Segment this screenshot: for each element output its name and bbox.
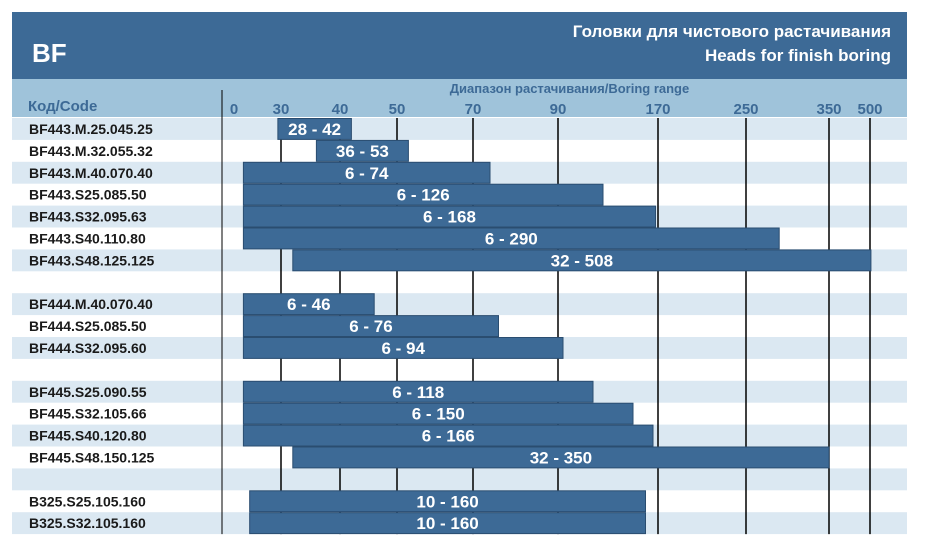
product-code: BF444.S25.085.50 <box>29 318 147 334</box>
range-label: 6 - 46 <box>287 295 330 314</box>
product-code: BF443.S25.085.50 <box>29 187 147 203</box>
product-code: BF443.M.40.070.40 <box>29 165 153 181</box>
range-label: 6 - 166 <box>422 427 475 446</box>
x-tick-label: 90 <box>550 101 567 118</box>
x-tick-label: 30 <box>273 101 290 118</box>
x-tick-label: 40 <box>332 101 349 118</box>
range-label: 6 - 74 <box>345 164 389 183</box>
x-tick-label: 170 <box>645 101 670 118</box>
range-bar <box>277 118 352 140</box>
range-bar <box>315 139 409 162</box>
product-code: BF443.S40.110.80 <box>29 230 146 246</box>
brand-label: BF <box>32 38 67 68</box>
range-label: 6 - 76 <box>349 317 392 336</box>
range-label: 32 - 508 <box>551 251 613 270</box>
range-label: 36 - 53 <box>336 142 389 161</box>
product-code: B325.S32.105.160 <box>29 515 146 531</box>
range-label: 6 - 126 <box>397 186 450 205</box>
range-bar <box>242 227 780 250</box>
range-label: 6 - 290 <box>485 229 538 248</box>
range-bar <box>242 402 634 425</box>
range-label: 6 - 94 <box>381 339 425 358</box>
range-bar <box>242 161 491 184</box>
range-label: 10 - 160 <box>416 492 478 511</box>
range-bar <box>292 446 830 469</box>
x-tick-label: 50 <box>389 101 406 118</box>
x-tick-label: 250 <box>733 101 758 118</box>
x-tick-label: 350 <box>816 101 841 118</box>
product-code: BF444.S32.095.60 <box>29 340 147 356</box>
range-label: 10 - 160 <box>416 514 478 533</box>
range-bar <box>242 380 594 403</box>
product-code: BF445.S48.150.125 <box>29 449 155 465</box>
code-column-header: Код/Code <box>28 98 98 115</box>
product-code: BF443.M.32.055.32 <box>29 143 153 159</box>
range-bar <box>292 249 872 272</box>
row-stripe <box>12 468 907 491</box>
range-bar <box>242 293 375 316</box>
product-code: BF444.M.40.070.40 <box>29 296 153 312</box>
row-stripe <box>12 293 907 316</box>
product-code: BF445.S40.120.80 <box>29 428 147 444</box>
x-tick-label: 0 <box>230 101 238 118</box>
range-bar <box>242 315 499 338</box>
range-bar <box>249 490 647 513</box>
product-code: BF443.S32.095.63 <box>29 209 147 225</box>
product-code: BF443.S48.125.125 <box>29 252 155 268</box>
range-label: 6 - 150 <box>412 405 465 424</box>
range-bar <box>242 337 564 359</box>
row-stripe <box>12 118 907 140</box>
range-label: 28 - 42 <box>288 120 341 139</box>
range-bar <box>242 183 604 206</box>
product-code: BF445.S25.090.55 <box>29 384 147 400</box>
product-code: B325.S25.105.160 <box>29 493 146 509</box>
range-label: 32 - 350 <box>530 448 592 467</box>
header-banner: BF Головки для чистового растачивания He… <box>12 12 907 79</box>
title-russian: Головки для чистового растачивания <box>572 22 891 41</box>
title-english: Heads for finish boring <box>704 46 891 65</box>
range-bar <box>249 512 647 535</box>
axis-title: Диапазон растачивания/Boring range <box>449 81 690 96</box>
product-code: BF443.M.25.045.25 <box>29 121 153 137</box>
x-tick-label: 70 <box>465 101 482 118</box>
x-tick-label: 500 <box>857 101 882 118</box>
range-bar <box>242 424 654 447</box>
range-label: 6 - 118 <box>392 383 444 402</box>
axis-band: Код/Code Диапазон растачивания/Boring ra… <box>12 79 907 117</box>
product-code: BF445.S32.105.66 <box>29 406 147 422</box>
range-label: 6 - 168 <box>423 208 476 227</box>
range-bar <box>242 205 656 228</box>
